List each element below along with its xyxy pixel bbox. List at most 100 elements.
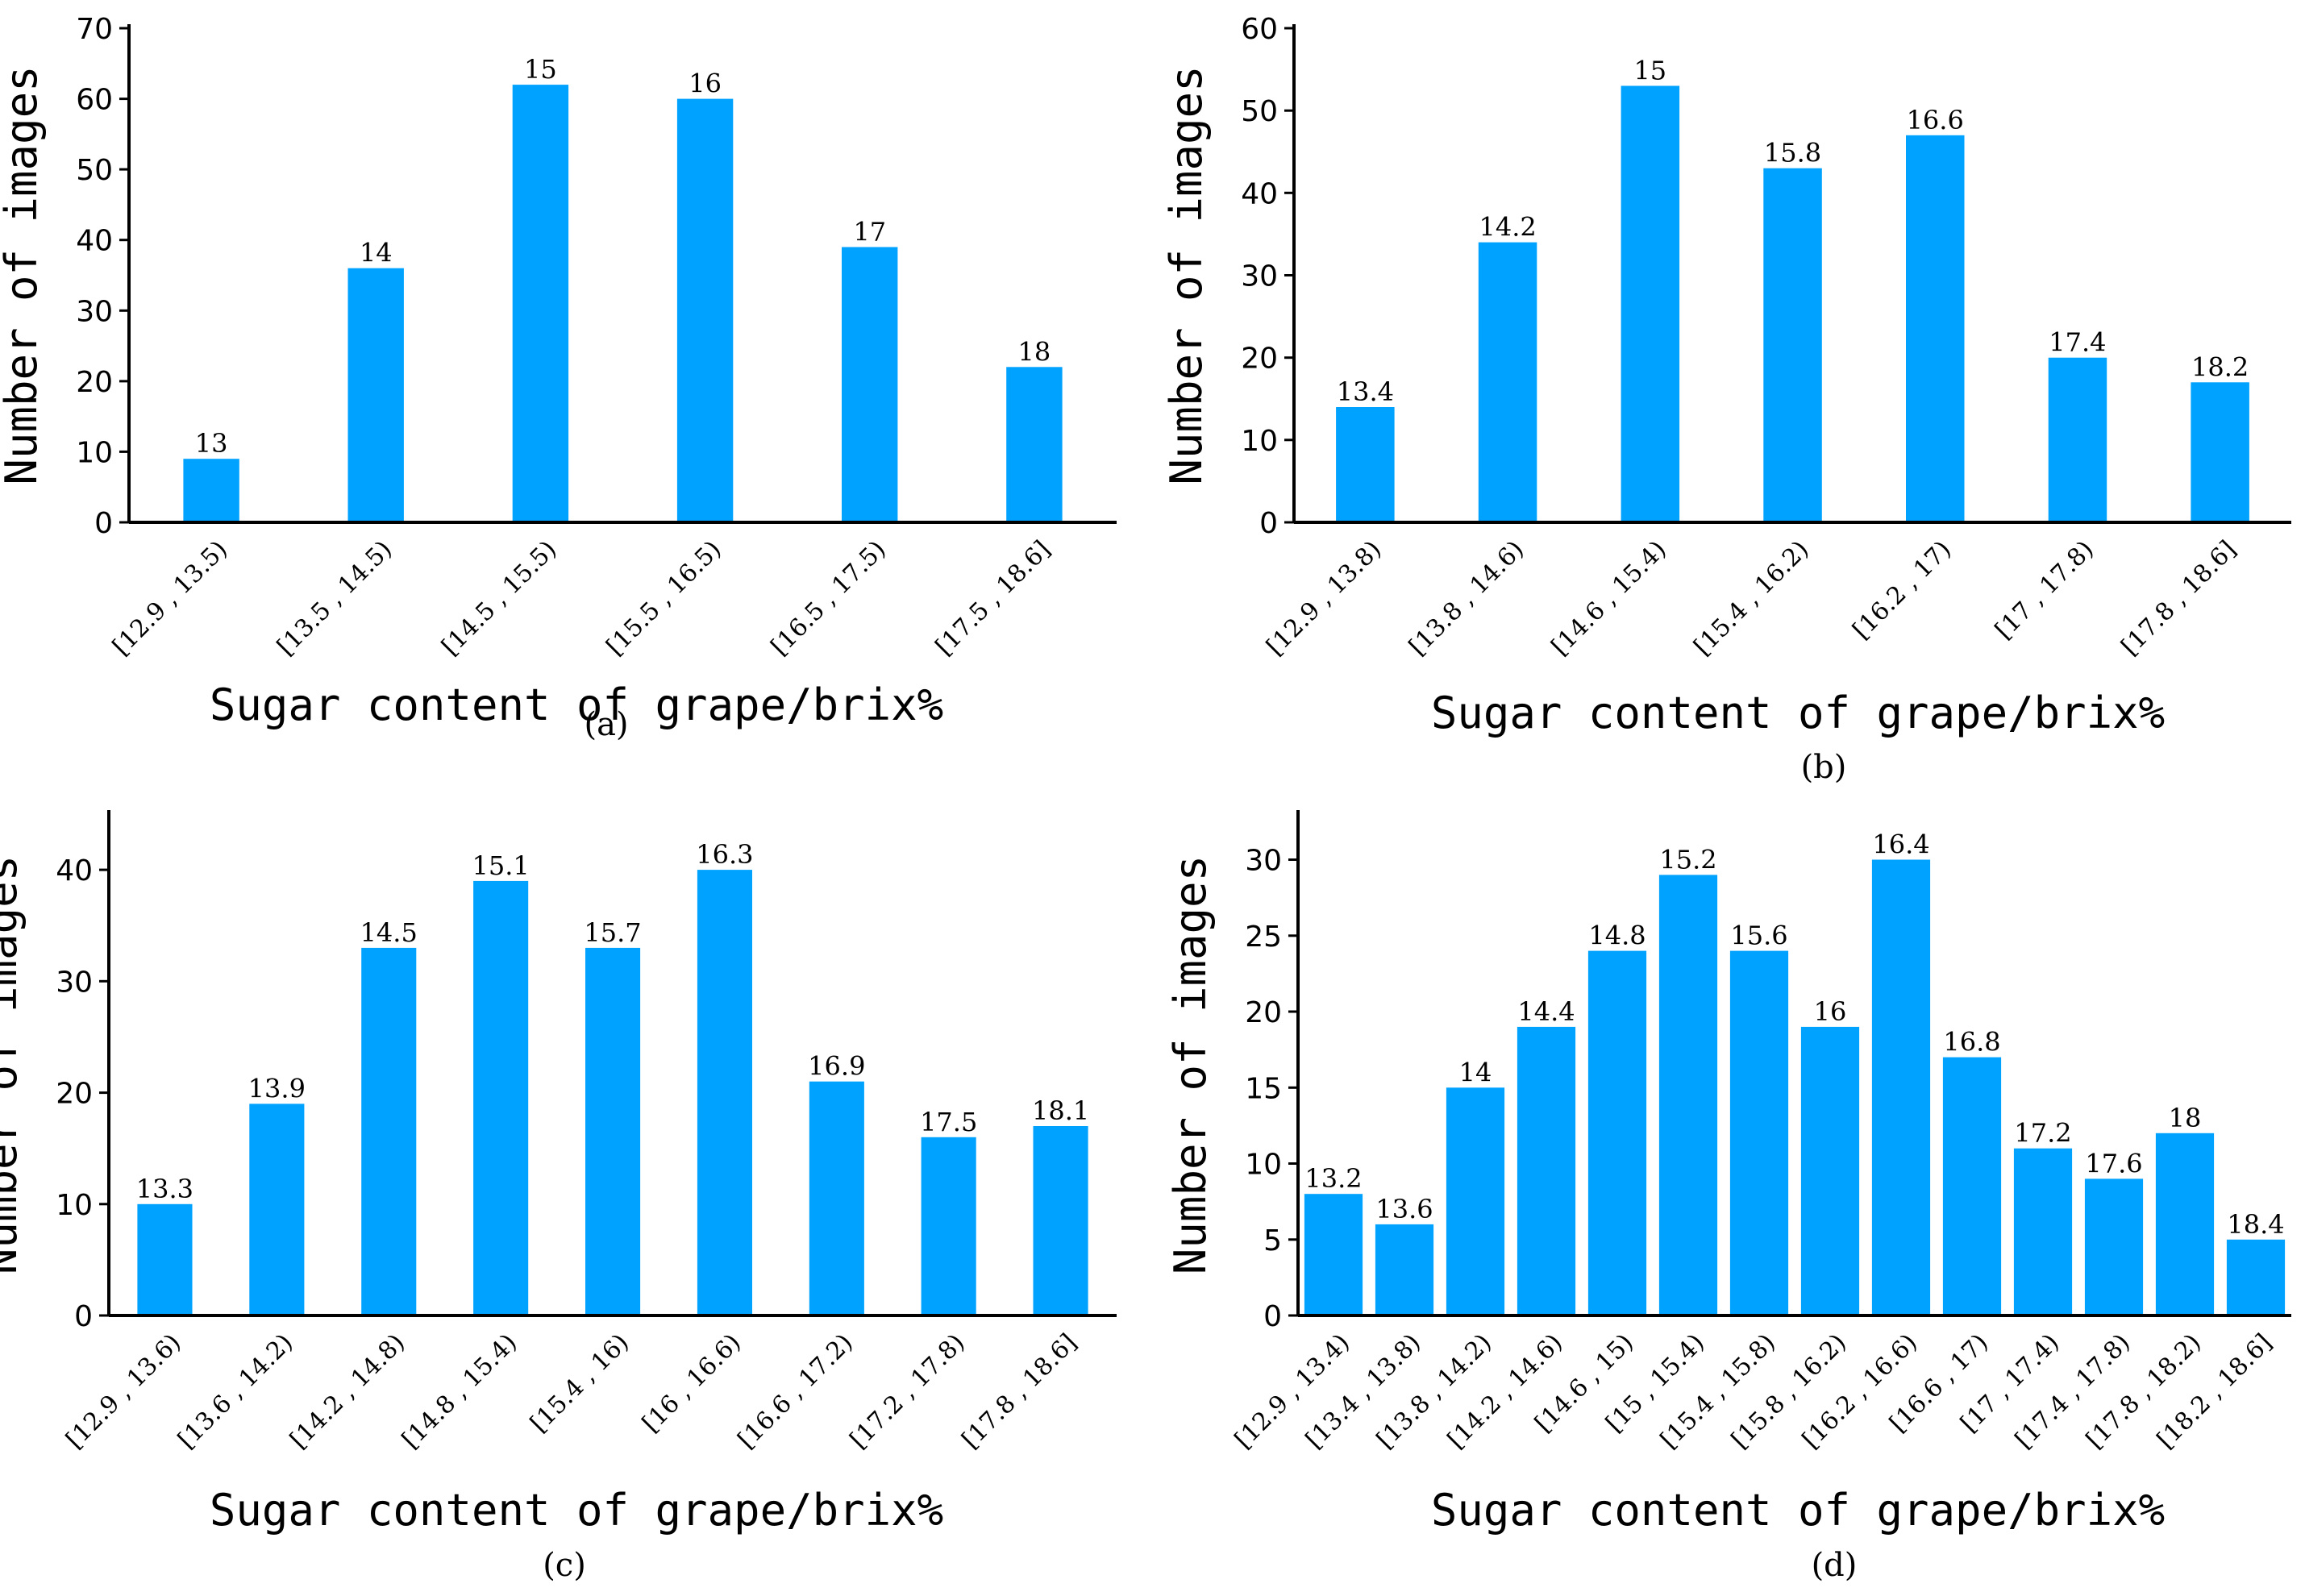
x-tick-label: [16.2 , 17) bbox=[1847, 535, 1957, 645]
data-label: 16.9 bbox=[808, 1051, 865, 1082]
x-tick-label: [17.8 , 18.6] bbox=[957, 1328, 1083, 1454]
y-tick-label: 60 bbox=[76, 84, 113, 117]
bar bbox=[1906, 135, 1965, 523]
y-tick-label: 0 bbox=[1259, 507, 1278, 540]
x-tick-label: [13.5 , 14.5) bbox=[272, 535, 397, 661]
data-label: 18.1 bbox=[1032, 1095, 1089, 1126]
panel-b: 13.4 [12.9 , 13.8) 14.2 [13.8 , 14.6) 15 [14.… bbox=[1161, 13, 2291, 786]
data-label: 14.4 bbox=[1517, 996, 1575, 1027]
data-label: 18 bbox=[1018, 336, 1051, 367]
x-axis-title: Sugar content of grape/brix% bbox=[1431, 1485, 2165, 1536]
y-tick-label: 20 bbox=[76, 366, 113, 399]
bar bbox=[1446, 1087, 1505, 1315]
data-label: 13 bbox=[195, 428, 228, 459]
data-label: 18.4 bbox=[2227, 1209, 2284, 1240]
bar bbox=[2191, 382, 2249, 522]
y-tick-label: 10 bbox=[1241, 425, 1278, 458]
y-tick-label: 50 bbox=[1241, 95, 1278, 128]
x-tick-label: [16.5 , 17.5) bbox=[766, 535, 892, 661]
data-label: 18 bbox=[2169, 1103, 2202, 1133]
data-label: 16 bbox=[1814, 996, 1847, 1027]
data-label: 17.2 bbox=[2014, 1118, 2071, 1149]
bar bbox=[2226, 1239, 2286, 1315]
bar bbox=[1763, 168, 1822, 522]
x-tick-label: [13.8 , 14.6) bbox=[1404, 535, 1529, 661]
data-label: 17.5 bbox=[920, 1107, 977, 1137]
bar bbox=[1658, 875, 1718, 1315]
y-axis-title: Number of images bbox=[0, 855, 27, 1274]
x-tick-label: [16.6 , 17.2) bbox=[733, 1328, 859, 1454]
y-axis-title: Number of images bbox=[0, 65, 47, 484]
panel-caption: (d) bbox=[1812, 1547, 1858, 1584]
data-label: 14.5 bbox=[360, 917, 418, 948]
bar bbox=[2013, 1148, 2073, 1315]
y-axis-title: Number of images bbox=[1165, 855, 1216, 1274]
panel-d: 13.2[12.9 , 13.4)13.6[13.4 , 13.8)14[13.… bbox=[1165, 810, 2291, 1584]
bar bbox=[1304, 1194, 1363, 1315]
bar bbox=[1006, 367, 1063, 522]
y-axis-title: Number of images bbox=[1161, 65, 1212, 484]
data-label: 13.4 bbox=[1337, 376, 1394, 407]
bar bbox=[2048, 357, 2107, 522]
data-label: 15.1 bbox=[472, 850, 529, 881]
panel-caption: (c) bbox=[543, 1547, 586, 1584]
data-label: 17.6 bbox=[2085, 1148, 2142, 1178]
x-axis-title: Sugar content of grape/brix% bbox=[210, 680, 943, 730]
x-tick-label: [17.2 , 17.8) bbox=[845, 1328, 971, 1454]
bar bbox=[809, 1081, 864, 1315]
data-label: 16.6 bbox=[1907, 105, 1964, 135]
bar bbox=[249, 1103, 305, 1315]
y-tick-label: 30 bbox=[56, 966, 93, 999]
data-label: 13.2 bbox=[1304, 1163, 1362, 1194]
y-tick-label: 20 bbox=[1241, 343, 1278, 376]
y-tick-label: 20 bbox=[1245, 996, 1282, 1029]
x-tick-label: [14.6 , 15.4) bbox=[1546, 535, 1672, 661]
x-tick-label: [15.4 , 16) bbox=[525, 1328, 634, 1438]
data-label: 14.2 bbox=[1479, 212, 1536, 243]
x-tick-label: [12.9 , 13.8) bbox=[1261, 535, 1387, 661]
data-label: 17 bbox=[853, 217, 886, 247]
x-tick-label: [15.5 , 16.5) bbox=[601, 535, 727, 661]
x-tick-label: [12.9 , 13.6) bbox=[60, 1328, 186, 1454]
y-tick-label: 0 bbox=[1263, 1300, 1282, 1333]
data-label: 13.6 bbox=[1375, 1194, 1433, 1224]
x-tick-label: [15.4 , 16.2) bbox=[1688, 535, 1814, 661]
x-tick-label: [13.6 , 14.2) bbox=[173, 1328, 298, 1454]
bar bbox=[697, 870, 752, 1315]
data-label: 16.4 bbox=[1872, 829, 1929, 860]
y-tick-label: 50 bbox=[76, 154, 113, 187]
x-tick-label: [14.8 , 15.4) bbox=[397, 1328, 522, 1454]
data-label: 13.9 bbox=[248, 1073, 306, 1103]
data-label: 16.3 bbox=[696, 839, 753, 870]
bar bbox=[1942, 1057, 2002, 1315]
data-label: 15.2 bbox=[1659, 844, 1716, 875]
y-tick-label: 30 bbox=[76, 295, 113, 328]
bar bbox=[1336, 407, 1395, 522]
panel-caption: (a) bbox=[584, 706, 628, 743]
y-tick-label: 40 bbox=[56, 854, 93, 887]
bar bbox=[676, 98, 734, 523]
data-label: 16 bbox=[689, 69, 722, 99]
y-tick-label: 10 bbox=[76, 436, 113, 469]
y-tick-label: 40 bbox=[76, 225, 113, 258]
bar bbox=[921, 1137, 976, 1315]
bar bbox=[347, 268, 404, 522]
y-tick-label: 20 bbox=[56, 1078, 93, 1111]
data-label: 15.6 bbox=[1730, 921, 1787, 951]
y-tick-label: 25 bbox=[1245, 921, 1282, 954]
bar bbox=[1729, 950, 1789, 1315]
bar bbox=[1517, 1026, 1576, 1315]
bar bbox=[1033, 1126, 1088, 1315]
data-label: 15.8 bbox=[1764, 138, 1821, 168]
bar bbox=[1587, 950, 1647, 1315]
x-tick-label: [17.5 , 18.6] bbox=[930, 535, 1056, 661]
panel-a: 13 [12.9 , 13.5) 14 [13.5 , 14.5) 15 [14.5 , … bbox=[0, 13, 1117, 743]
y-tick-label: 0 bbox=[74, 1300, 93, 1333]
y-tick-label: 30 bbox=[1241, 260, 1278, 293]
bar bbox=[1375, 1224, 1434, 1315]
x-tick-label: [16 , 16.6) bbox=[637, 1328, 747, 1438]
y-tick-label: 30 bbox=[1245, 845, 1282, 878]
y-tick-label: 60 bbox=[1241, 13, 1278, 46]
data-label: 18.2 bbox=[2191, 351, 2249, 382]
